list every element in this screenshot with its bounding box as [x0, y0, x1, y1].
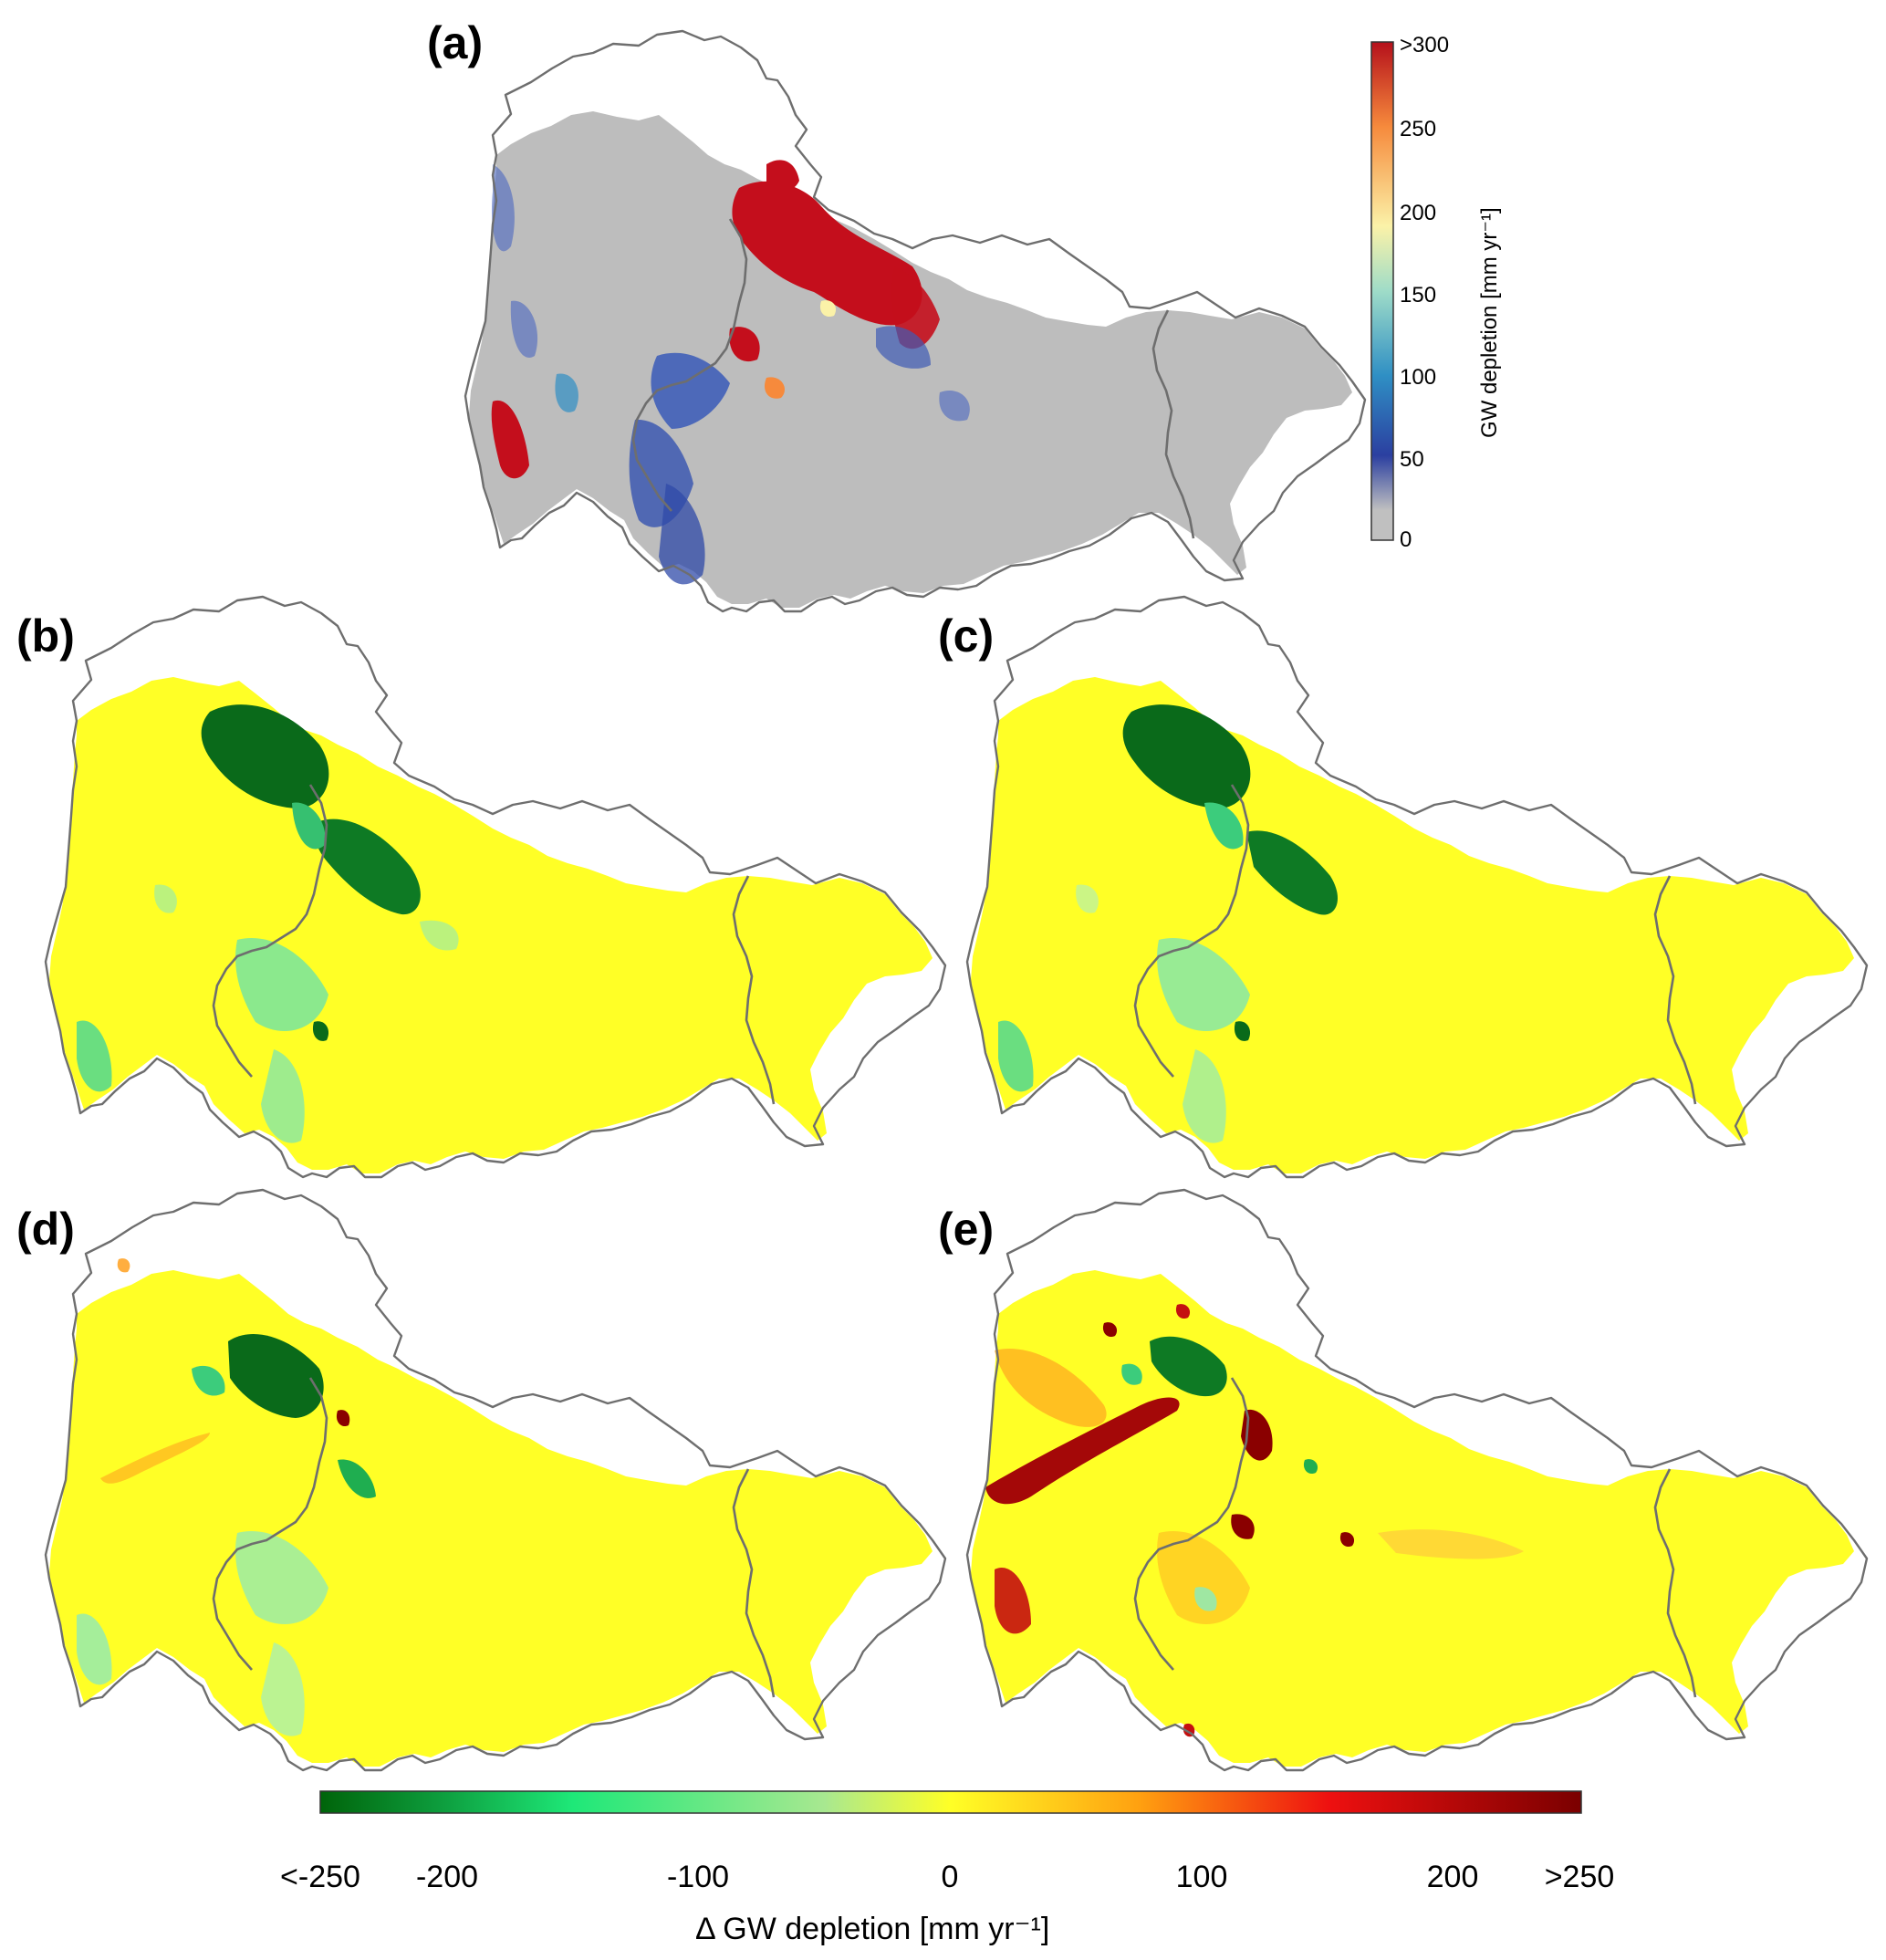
colorbar-bottom-tick: <-250 [280, 1860, 360, 1894]
delta-patches [77, 704, 459, 1143]
colorbar-top [1370, 41, 1394, 541]
panel-label-a: (a) [427, 17, 484, 68]
colorbar-top-title: GW depletion [mm yr⁻¹] [1477, 207, 1502, 438]
panel-label-c: (c) [938, 610, 995, 662]
colorbar-top-tick: 150 [1400, 283, 1437, 308]
colorbar-top-tick: 100 [1400, 365, 1437, 390]
colorbar-bottom-tick: 200 [1426, 1860, 1479, 1894]
map-panel-d [44, 1188, 947, 1772]
delta-patches [985, 1304, 1524, 1737]
basin-fill [971, 677, 1854, 1173]
panel-label-d: (d) [16, 1204, 75, 1255]
colorbar-top-tick: 250 [1400, 117, 1437, 141]
basin-fill [971, 1270, 1854, 1767]
colorbar-top-tick: >300 [1400, 33, 1450, 57]
colorbar-bottom-tick: -200 [415, 1860, 479, 1894]
colorbar-top-tick: 50 [1400, 447, 1424, 472]
map-panel-c [965, 595, 1869, 1179]
delta-patches [77, 1258, 376, 1736]
colorbar-bottom-title: Δ GW depletion [mm yr⁻¹] [695, 1912, 1050, 1946]
colorbar-top-tick: 200 [1400, 201, 1437, 225]
basin-fill [49, 1270, 933, 1767]
colorbar-top-tick: 0 [1400, 527, 1412, 552]
depletion-hotspots [491, 160, 970, 585]
colorbar-bottom-tick: 100 [1175, 1860, 1228, 1894]
panel-label-e: (e) [938, 1204, 995, 1255]
panel-label-b: (b) [16, 610, 75, 662]
map-panel-a [464, 29, 1367, 613]
delta-patches [998, 704, 1339, 1143]
map-panel-e [965, 1188, 1869, 1772]
colorbar-bottom-tick: 0 [941, 1860, 959, 1894]
colorbar-bottom-tick: >250 [1544, 1860, 1615, 1894]
colorbar-bottom [319, 1790, 1582, 1814]
colorbar-bottom-tick: -100 [666, 1860, 730, 1894]
map-panel-b [44, 595, 947, 1179]
basin-fill [49, 677, 933, 1173]
